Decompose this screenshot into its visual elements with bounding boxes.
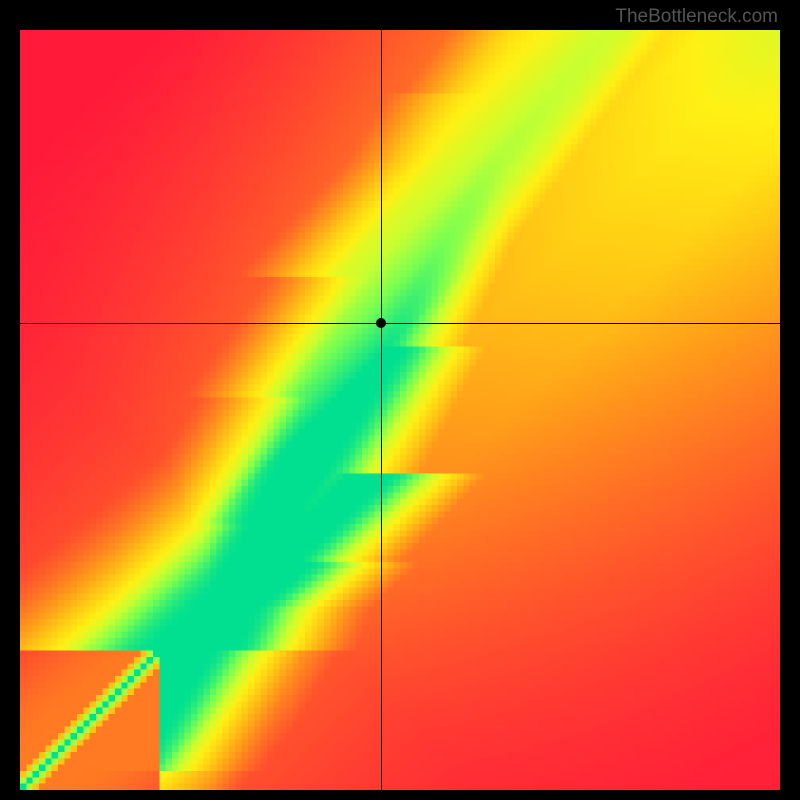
heatmap-canvas xyxy=(20,30,780,790)
watermark-text: TheBottleneck.com xyxy=(615,6,778,28)
crosshair-horizontal xyxy=(20,323,780,324)
bottleneck-heatmap xyxy=(20,30,780,790)
crosshair-vertical xyxy=(381,30,382,790)
crosshair-marker xyxy=(376,318,386,328)
